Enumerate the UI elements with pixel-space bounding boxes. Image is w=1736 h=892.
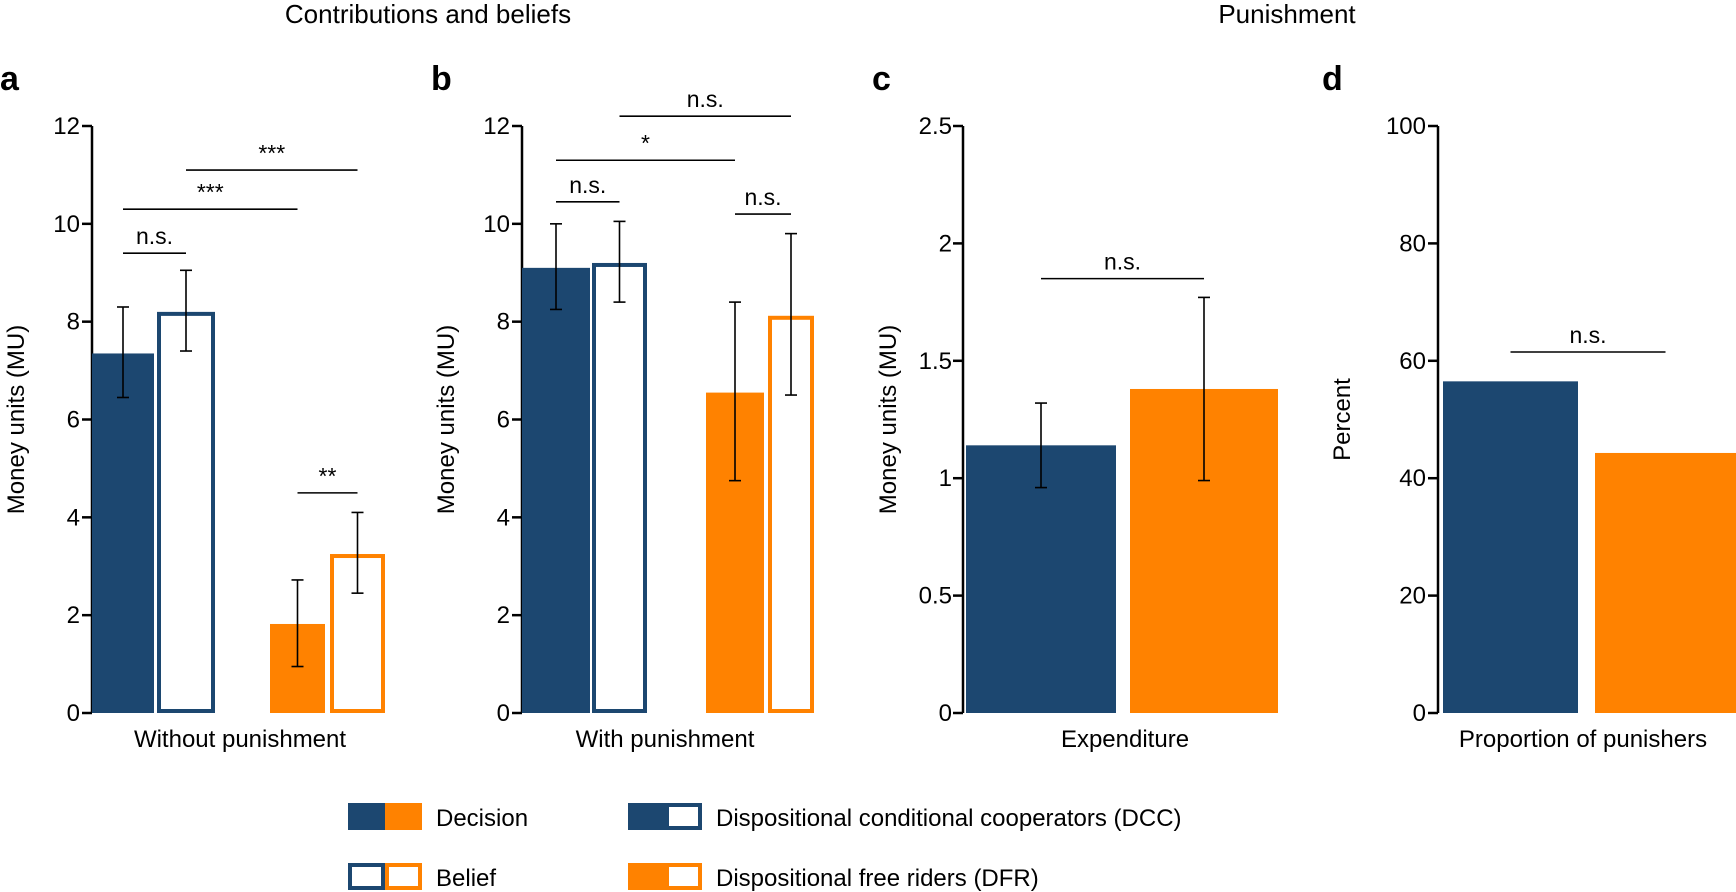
header-contributions-beliefs: Contributions and beliefs xyxy=(285,0,571,29)
y-tick-label: 10 xyxy=(483,211,510,238)
y-tick-label: 0 xyxy=(497,700,510,727)
bar-dcc-decision xyxy=(966,445,1116,713)
panel-c-expenditure: 0 0.5 1 1.5 2 2.5 Money units (MU) Expenditure n… xyxy=(875,113,1278,753)
significance-label: * xyxy=(641,130,650,156)
legend-dcc-label: Dispositional conditional cooperators (D… xyxy=(716,805,1182,832)
y-tick-label: 1 xyxy=(939,465,952,492)
panel-letter-d: d xyxy=(1322,60,1343,98)
y-tick-label: 4 xyxy=(497,504,510,531)
legend-belief-label: Belief xyxy=(436,865,496,892)
y-axis-label: Money units (MU) xyxy=(875,325,902,514)
bar-dcc-belief xyxy=(592,262,647,713)
y-axis-label: Money units (MU) xyxy=(3,325,30,514)
y-tick-label: 2 xyxy=(67,602,80,629)
y-tick-label: 6 xyxy=(67,407,80,434)
y-tick-label: 2.5 xyxy=(919,113,952,140)
significance-label: n.s. xyxy=(1569,322,1606,348)
legend-dcc-belief-swatch xyxy=(665,803,702,830)
x-category-label: With punishment xyxy=(576,726,755,753)
y-tick-label: 8 xyxy=(497,309,510,336)
panel-letter-b: b xyxy=(431,60,452,98)
legend-decision-dfr-swatch xyxy=(385,803,422,830)
y-tick-label: 60 xyxy=(1399,348,1426,375)
x-category-label: Expenditure xyxy=(1061,726,1189,753)
significance-label: ** xyxy=(319,463,337,489)
significance-label: *** xyxy=(197,179,224,205)
y-axis-label: Money units (MU) xyxy=(433,325,460,514)
legend-dfr-decision-swatch xyxy=(628,863,665,890)
bar-dcc-decision xyxy=(1443,381,1578,713)
panel-a-without-punishment: 0 2 4 6 8 10 12 Money units (MU) Without punishm… xyxy=(3,113,385,753)
legend-dfr-label: Dispositional free riders (DFR) xyxy=(716,865,1039,892)
legend-belief-dfr-swatch xyxy=(385,863,422,890)
header-punishment: Punishment xyxy=(1218,0,1356,29)
legend-decision-label: Decision xyxy=(436,805,528,832)
y-tick-label: 6 xyxy=(497,407,510,434)
y-tick-label: 0 xyxy=(1413,700,1426,727)
x-category-label: Without punishment xyxy=(134,726,346,753)
bar-dcc-decision xyxy=(92,353,154,713)
legend-belief-dcc-swatch xyxy=(348,863,385,890)
panel-letter-a: a xyxy=(0,60,20,98)
significance-label: n.s. xyxy=(136,223,173,249)
y-tick-label: 10 xyxy=(53,211,80,238)
legend: Decision Belief Dispositional conditiona… xyxy=(348,803,1182,892)
y-tick-label: 40 xyxy=(1399,465,1426,492)
bar-dcc-belief xyxy=(157,311,215,713)
y-tick-label: 100 xyxy=(1386,113,1426,140)
legend-decision-dcc-swatch xyxy=(348,803,385,830)
x-category-label: Proportion of punishers xyxy=(1459,726,1707,753)
y-tick-label: 20 xyxy=(1399,583,1426,610)
significance-label: n.s. xyxy=(687,86,724,112)
legend-dfr-belief-swatch xyxy=(665,863,702,890)
y-tick-label: 0 xyxy=(939,700,952,727)
y-tick-label: 80 xyxy=(1399,230,1426,257)
y-axis-label: Percent xyxy=(1329,378,1356,461)
y-tick-label: 2 xyxy=(939,230,952,257)
y-tick-label: 12 xyxy=(483,113,510,140)
y-tick-label: 1.5 xyxy=(919,348,952,375)
panel-b-with-punishment: 0 2 4 6 8 10 12 Money units (MU) With punishment… xyxy=(433,86,814,753)
significance-label: n.s. xyxy=(569,172,606,198)
y-tick-label: 8 xyxy=(67,309,80,336)
y-tick-label: 0.5 xyxy=(919,583,952,610)
bar-dfr-decision xyxy=(1595,452,1736,713)
legend-dcc-decision-swatch xyxy=(628,803,665,830)
y-tick-label: 12 xyxy=(53,113,80,140)
significance-label: n.s. xyxy=(1104,249,1141,275)
panel-letter-c: c xyxy=(872,60,891,98)
y-tick-label: 4 xyxy=(67,504,80,531)
panel-d-proportion-of-punishers: 0 20 40 60 80 100 Percent Proportion of punishe… xyxy=(1329,113,1736,753)
y-tick-label: 2 xyxy=(497,602,510,629)
y-tick-label: 0 xyxy=(67,700,80,727)
bar-dcc-decision xyxy=(522,267,590,713)
significance-label: *** xyxy=(258,140,285,166)
significance-label: n.s. xyxy=(744,184,781,210)
